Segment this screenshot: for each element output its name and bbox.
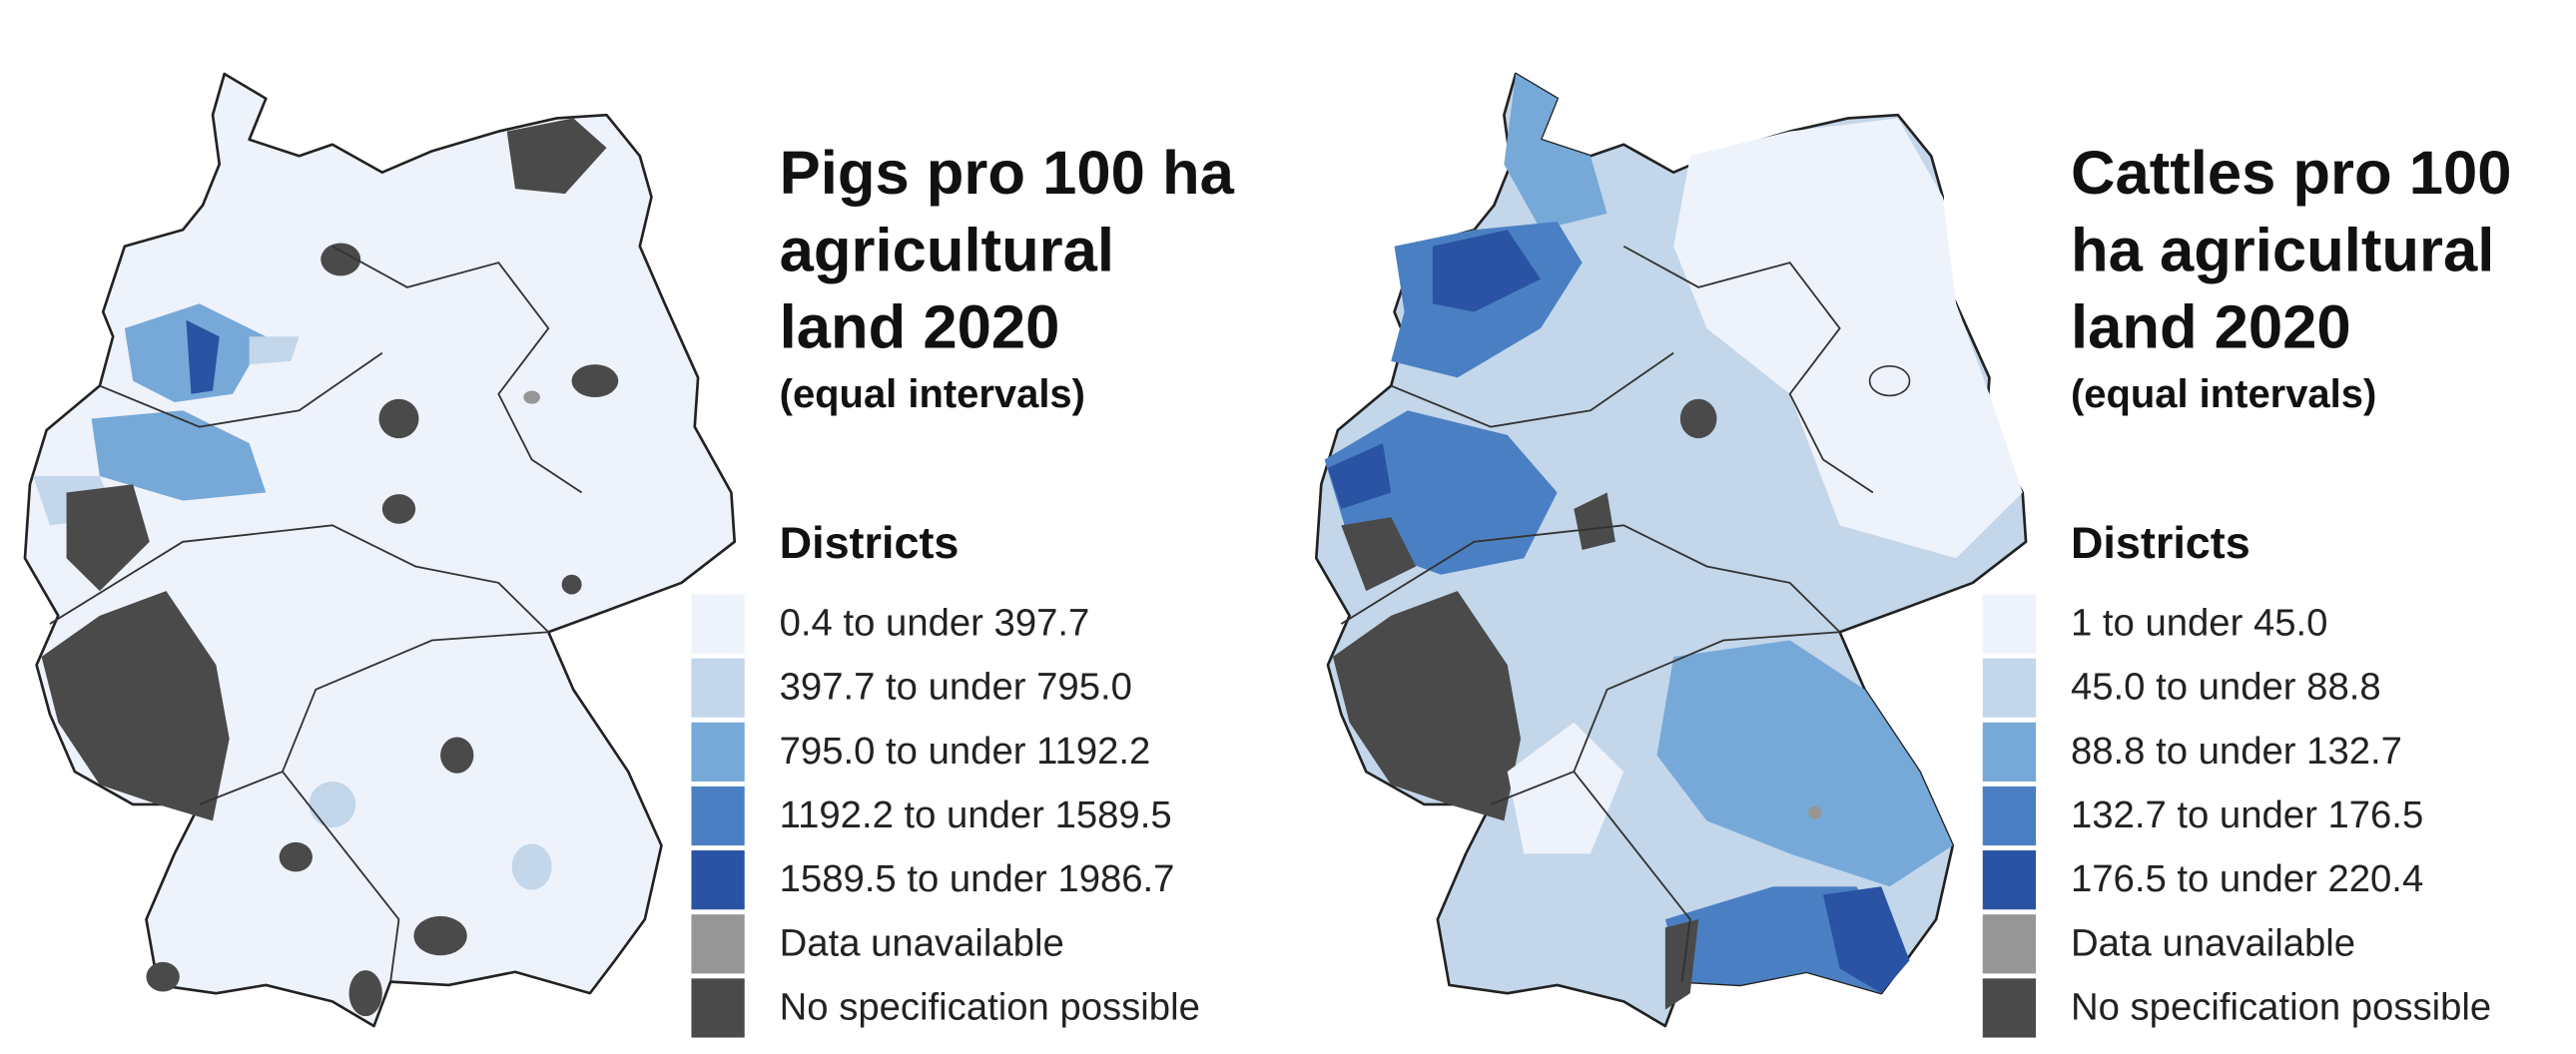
district-area bbox=[1822, 886, 1910, 994]
subtitle: (equal intervals) bbox=[2071, 372, 2376, 416]
district-area bbox=[1673, 118, 2023, 559]
district-area bbox=[146, 961, 180, 992]
legend-label: No specification possible bbox=[780, 987, 1200, 1029]
district-area bbox=[66, 484, 150, 592]
district-area bbox=[571, 364, 619, 398]
legend-label: 795.0 to under 1192.2 bbox=[780, 731, 1151, 773]
district-area bbox=[1432, 230, 1542, 312]
legend-swatch bbox=[691, 594, 745, 654]
district-area bbox=[249, 336, 300, 365]
legend-label: 1589.5 to under 1986.7 bbox=[780, 858, 1175, 900]
district-area bbox=[321, 243, 361, 276]
legend-swatch bbox=[691, 722, 745, 782]
legend-swatch bbox=[1982, 914, 2037, 974]
title-line: Cattles pro 100 bbox=[2071, 139, 2512, 207]
legend-swatch bbox=[691, 786, 745, 846]
district-area bbox=[413, 915, 467, 956]
district-area bbox=[41, 591, 230, 821]
title-line: land 2020 bbox=[780, 293, 1060, 361]
legend-title: Districts bbox=[2071, 519, 2251, 568]
legend-label: 1 to under 45.0 bbox=[2071, 603, 2327, 645]
legend-swatch bbox=[1982, 786, 2037, 846]
legends: Pigs pro 100 ha agricultural land 2020 (equ… bbox=[691, 139, 2512, 1038]
district-area bbox=[279, 841, 313, 872]
district-area bbox=[561, 574, 582, 595]
legend-label: 132.7 to under 176.5 bbox=[2071, 794, 2423, 836]
district-area bbox=[1341, 517, 1417, 592]
district-area bbox=[309, 781, 356, 828]
district-area bbox=[1504, 74, 1608, 231]
legend-swatch bbox=[1982, 850, 2037, 910]
panel-legend: Cattles pro 100 ha agricultural land 2020 (… bbox=[1982, 139, 2512, 1038]
map-cattle bbox=[1314, 72, 2028, 1028]
district-area bbox=[440, 737, 474, 774]
legend-swatch bbox=[691, 914, 745, 974]
district-area bbox=[1574, 492, 1615, 551]
district-area bbox=[1664, 919, 1699, 1010]
district-area bbox=[1507, 722, 1624, 854]
legend-label: 88.8 to under 132.7 bbox=[2071, 731, 2402, 773]
district-area bbox=[1679, 398, 1717, 439]
legend-label: Data unavailable bbox=[2071, 923, 2355, 965]
title-line: Pigs pro 100 ha bbox=[780, 139, 1235, 207]
legend-swatch bbox=[1982, 722, 2037, 782]
district-area bbox=[506, 118, 607, 195]
district-area bbox=[348, 970, 382, 1017]
legend-label: 1192.2 to under 1589.5 bbox=[780, 794, 1172, 836]
map-pigs bbox=[23, 72, 737, 1028]
title-line: land 2020 bbox=[2071, 293, 2351, 361]
district-area bbox=[381, 494, 416, 524]
legend-swatch bbox=[691, 850, 745, 910]
title-line: agricultural bbox=[780, 217, 1114, 284]
district-area bbox=[511, 843, 552, 890]
title-line: ha agricultural bbox=[2071, 217, 2494, 284]
state-borders bbox=[1340, 245, 1874, 982]
district-area bbox=[523, 390, 540, 404]
legend-swatch bbox=[1982, 658, 2037, 718]
district-area bbox=[186, 319, 220, 394]
legend-title: Districts bbox=[780, 519, 960, 568]
legend-swatch bbox=[691, 658, 745, 718]
legend-label: 176.5 to under 220.4 bbox=[2071, 858, 2423, 900]
legend-swatch bbox=[691, 978, 745, 1038]
panel-legend: Pigs pro 100 ha agricultural land 2020 (equ… bbox=[691, 139, 1235, 1038]
legend-label: 397.7 to under 795.0 bbox=[780, 667, 1132, 709]
state-borders bbox=[49, 245, 583, 982]
legend-label: Data unavailable bbox=[780, 923, 1064, 965]
district-area bbox=[1868, 364, 1911, 397]
district-area bbox=[1656, 640, 1953, 887]
district-area bbox=[1327, 443, 1392, 509]
district-area bbox=[378, 398, 419, 439]
district-area bbox=[91, 410, 267, 501]
legend-label: 0.4 to under 397.7 bbox=[780, 603, 1090, 645]
legend-label: 45.0 to under 88.8 bbox=[2071, 667, 2381, 709]
legend-swatch bbox=[1982, 978, 2037, 1038]
legend-swatch bbox=[1982, 594, 2037, 654]
district-area bbox=[1332, 591, 1522, 821]
legend-label: No specification possible bbox=[2071, 987, 2491, 1029]
subtitle: (equal intervals) bbox=[780, 372, 1085, 416]
district-area bbox=[1807, 805, 1822, 819]
